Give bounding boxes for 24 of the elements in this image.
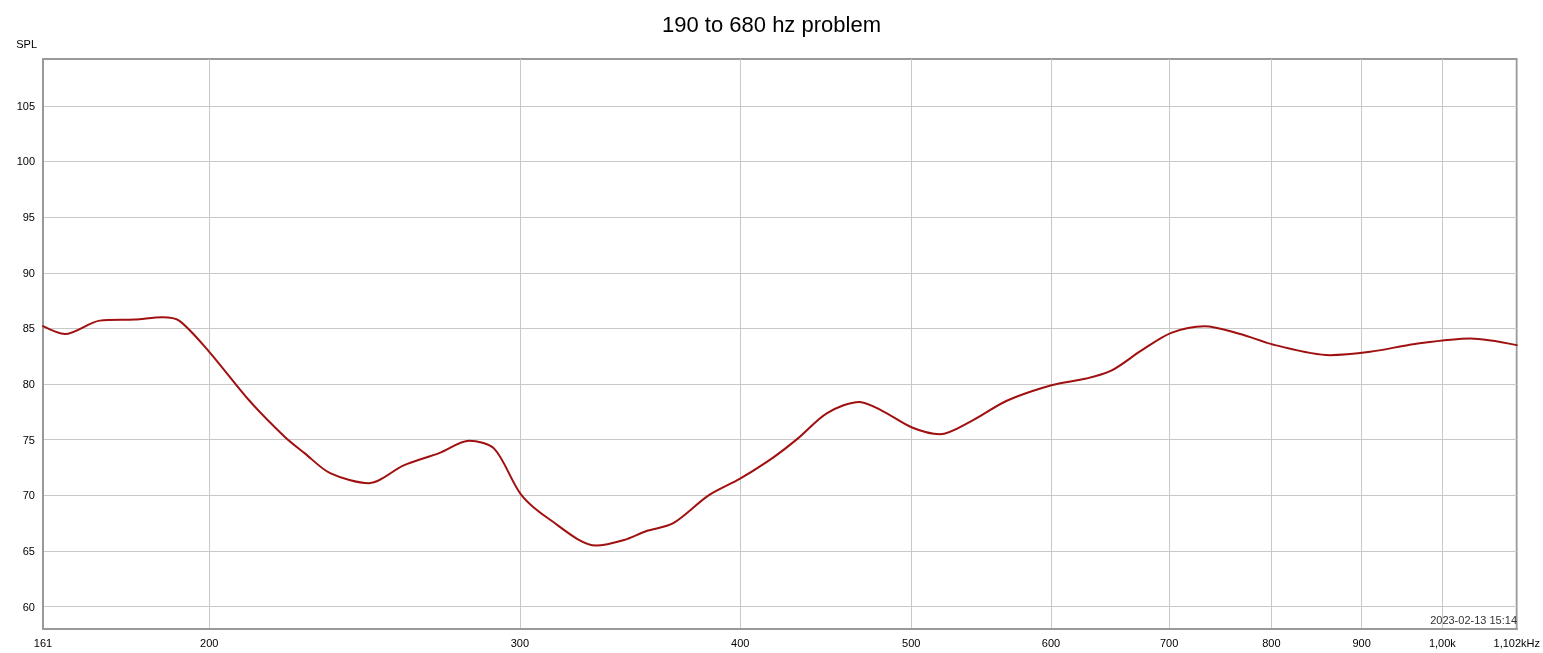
y-tick-label: 80 <box>22 378 35 391</box>
x-tick-label: 900 <box>1352 636 1371 649</box>
x-tick-label: 200 <box>200 636 219 649</box>
x-tick-label: 600 <box>1041 636 1061 649</box>
y-tick-label: 75 <box>22 433 35 446</box>
x-tick-label: 800 <box>1262 636 1281 649</box>
y-tick-label: 105 <box>16 99 35 112</box>
x-tick-label: 161 <box>33 636 53 649</box>
chart-title: 190 to 680 hz problem <box>662 11 881 37</box>
x-tick-label: 400 <box>731 636 750 649</box>
y-tick-label: 60 <box>22 600 35 613</box>
x-tick-label: 1,00k <box>1428 636 1457 649</box>
x-tick-label: 500 <box>902 636 921 649</box>
y-tick-label: 100 <box>16 155 35 168</box>
x-tick-label: 1,102kHz <box>1493 636 1541 649</box>
x-tick-label: 700 <box>1159 636 1179 649</box>
y-tick-label: 70 <box>22 489 35 502</box>
annotation: 2023-02-13 15:14 <box>1430 613 1518 626</box>
y-axis-title: SPL <box>16 37 37 50</box>
x-tick-label: 300 <box>510 636 530 649</box>
y-tick-label: 90 <box>22 266 35 279</box>
y-tick-label: 95 <box>22 211 35 224</box>
y-tick-label: 85 <box>22 322 35 335</box>
y-tick-label: 65 <box>22 545 35 558</box>
